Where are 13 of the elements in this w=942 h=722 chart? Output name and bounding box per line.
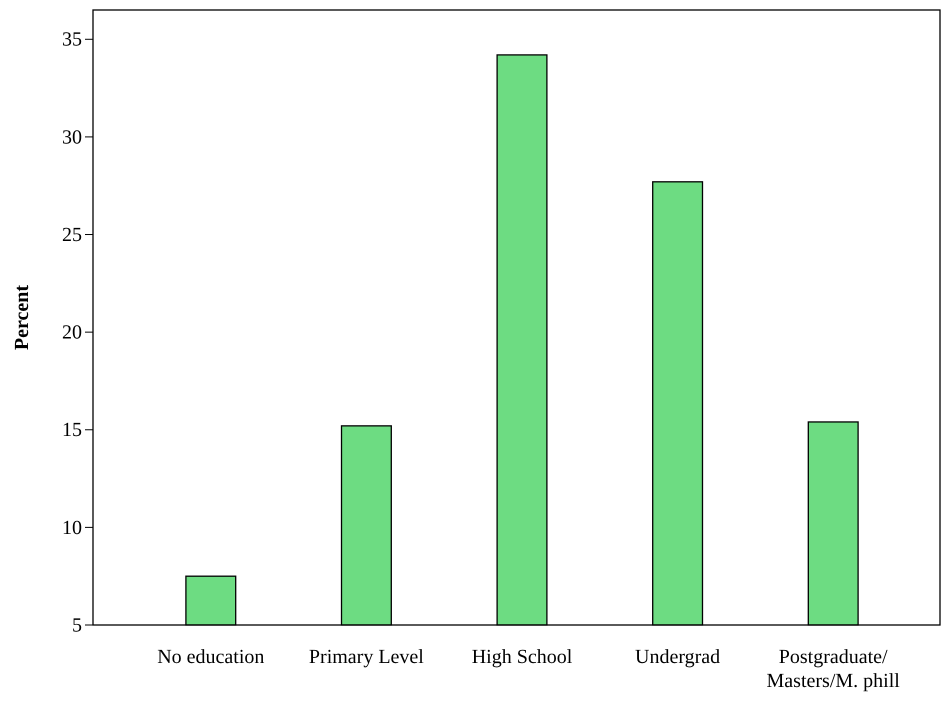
y-tick-label: 10: [62, 516, 82, 539]
y-tick-label: 15: [62, 419, 82, 442]
y-tick-label: 35: [62, 28, 82, 51]
x-tick-label: Undergrad: [635, 646, 720, 668]
y-axis-title: Percent: [11, 284, 33, 350]
x-tick-label: High School: [472, 646, 573, 668]
x-tick-label: No education: [157, 646, 264, 668]
y-tick-label: 25: [62, 224, 82, 246]
x-tick-label: Primary Level: [308, 646, 424, 668]
y-tick-label: 30: [62, 126, 82, 148]
y-tick-label: 20: [62, 322, 82, 344]
x-tick-label: Postgraduate/Masters/M. phill: [766, 646, 900, 692]
y-tick-label: 5: [72, 614, 82, 636]
